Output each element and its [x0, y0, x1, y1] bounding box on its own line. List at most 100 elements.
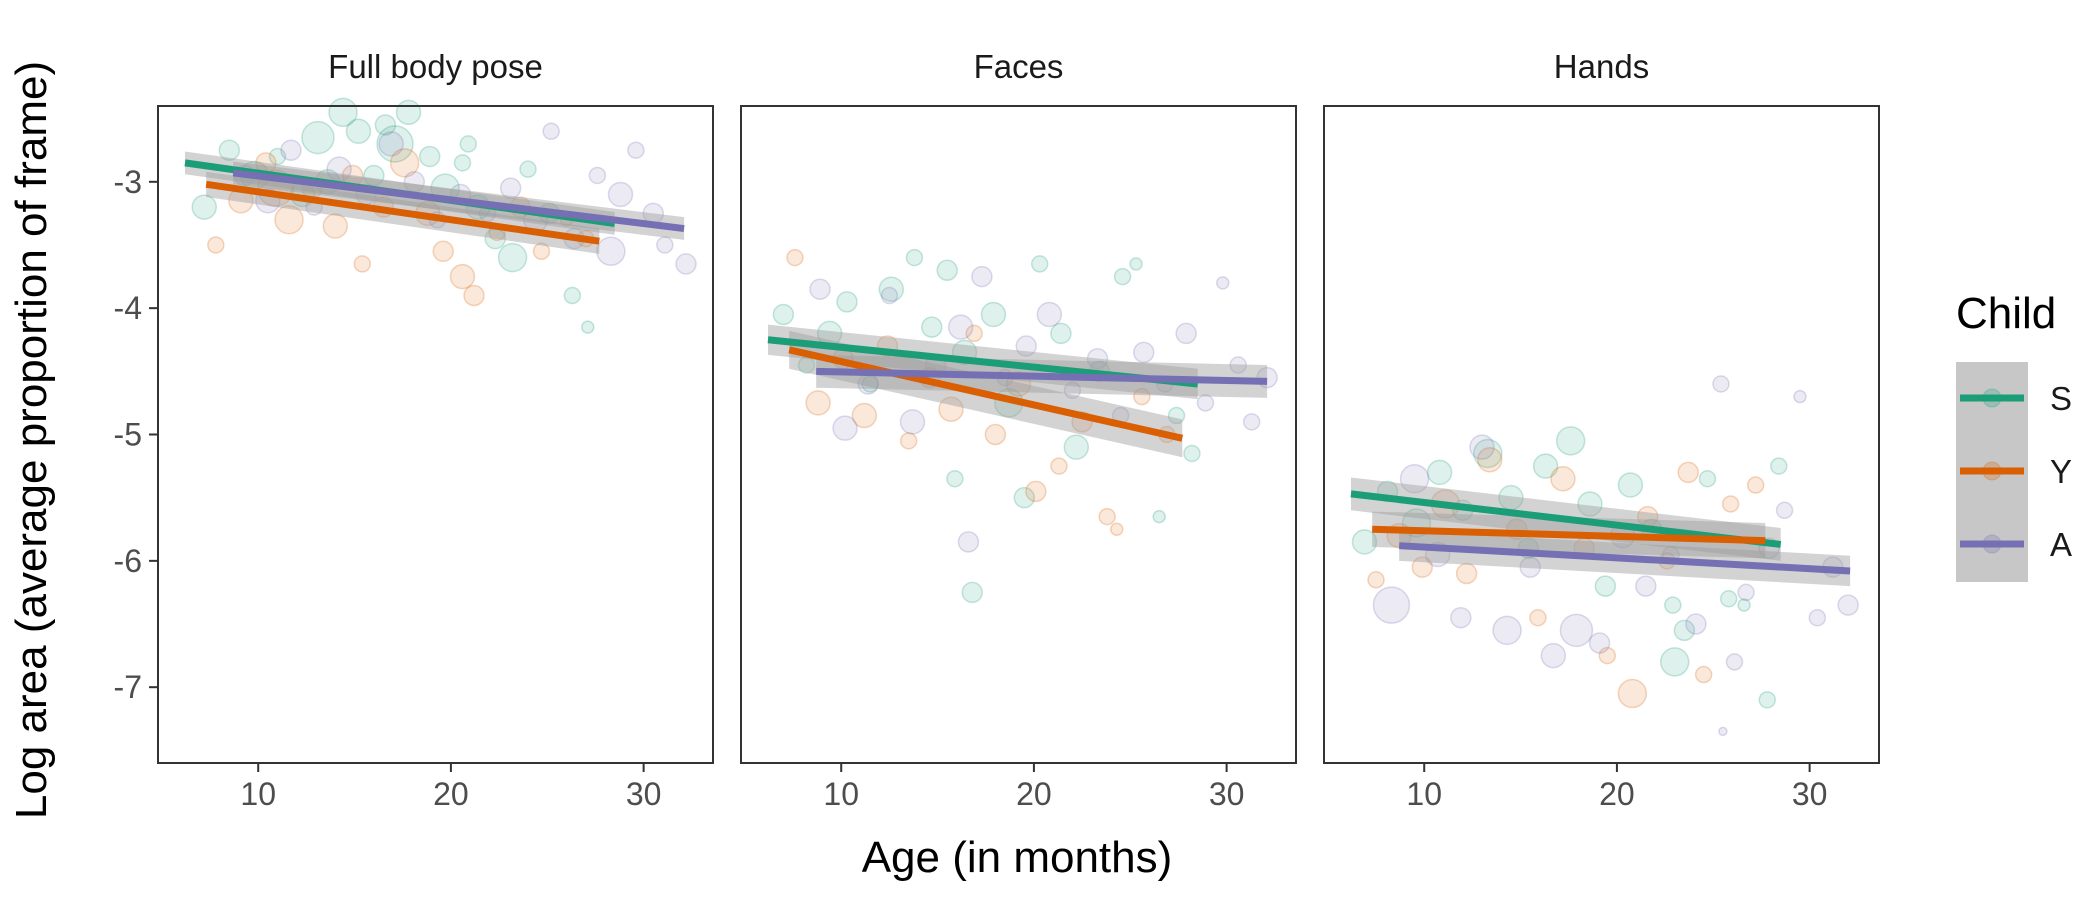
data-point-a: [971, 265, 993, 288]
data-point-a: [1635, 575, 1657, 597]
panel-2: Faces 10 20 30: [740, 48, 1297, 812]
data-point-y: [1133, 387, 1151, 406]
data-point-s: [1113, 267, 1132, 286]
data-point-s: [301, 120, 335, 155]
data-point-s: [376, 125, 414, 163]
data-point-y: [1050, 457, 1068, 475]
x-tick-label: 20: [1016, 776, 1052, 812]
data-point-a: [1242, 413, 1261, 431]
x-tick-label: 30: [626, 776, 662, 812]
data-point-y: [207, 236, 225, 254]
data-point-s: [580, 320, 595, 334]
data-point-a: [1793, 389, 1807, 404]
data-point-s: [1719, 590, 1738, 608]
data-point-a: [1775, 501, 1794, 520]
data-point-y: [322, 213, 349, 239]
panels-layer: Full body pose 10 20 30 -3 -4 -5 -6 -7 Faces 10 20 3…: [114, 48, 1880, 812]
data-point-a: [1229, 356, 1247, 374]
data-point-y: [353, 255, 372, 273]
x-tick-label: 10: [823, 776, 859, 812]
data-point-s: [1152, 509, 1166, 524]
data-point-s: [459, 135, 478, 153]
data-point-s: [1659, 647, 1690, 677]
data-point-a: [1519, 556, 1541, 578]
data-point-a: [378, 131, 404, 157]
data-point-y: [1721, 495, 1740, 513]
data-point-s: [453, 154, 472, 172]
y-tick-label: -3: [114, 164, 142, 200]
data-point-s: [395, 99, 422, 126]
legend-label-y: Y: [2050, 453, 2072, 490]
data-point-y: [1598, 646, 1617, 665]
data-point-s: [1758, 691, 1776, 709]
y-axis-title: Log area (average proportion of frame): [7, 61, 56, 819]
data-point-s: [1577, 491, 1603, 517]
data-point-s: [1183, 444, 1201, 463]
data-point-s: [980, 301, 1007, 328]
data-point-a: [1086, 347, 1109, 370]
data-point-s: [772, 303, 795, 326]
data-point-s: [1129, 257, 1143, 271]
data-point-a: [675, 253, 697, 275]
data-point-s: [1030, 255, 1049, 273]
data-point-s: [836, 291, 858, 313]
data-point-y: [1476, 447, 1503, 473]
data-point-s: [1594, 575, 1617, 597]
data-point-y: [1550, 465, 1576, 492]
data-point-s: [363, 164, 385, 187]
data-point-a: [656, 236, 674, 254]
data-point-a: [1725, 653, 1744, 671]
data-point-y: [984, 423, 1007, 446]
x-tick-label: 20: [433, 776, 469, 812]
legend-label-a: A: [2050, 526, 2072, 563]
data-point-a: [1808, 608, 1827, 627]
data-point-a: [1216, 276, 1230, 290]
legend-label-s: S: [2050, 380, 2072, 417]
data-point-a: [627, 141, 645, 159]
data-point-y: [1746, 476, 1765, 494]
data-point-s: [1063, 434, 1090, 460]
data-point-a: [542, 122, 560, 141]
data-point-a: [1492, 615, 1522, 646]
data-point-y: [449, 263, 476, 290]
data-point-a: [1540, 642, 1567, 669]
legend-title: Child: [1956, 289, 2056, 338]
data-point-s: [1555, 426, 1586, 456]
data-point-a: [1015, 335, 1037, 357]
data-point-s: [1013, 486, 1036, 509]
data-point-a: [947, 314, 974, 340]
data-point-s: [497, 242, 528, 273]
data-point-a: [1036, 301, 1063, 328]
data-point-y: [938, 396, 964, 422]
data-point-a: [1469, 434, 1495, 460]
data-point-s: [946, 469, 964, 488]
data-point-s: [1473, 438, 1503, 469]
panel-title: Hands: [1554, 48, 1649, 85]
data-point-a: [832, 415, 858, 441]
data-point-s: [1673, 619, 1696, 642]
data-point-y: [1455, 562, 1478, 585]
data-point-a: [957, 531, 980, 553]
x-tick-label: 30: [1792, 776, 1828, 812]
data-point-y: [1617, 678, 1648, 709]
data-point-s: [905, 248, 924, 267]
data-point-s: [1698, 469, 1717, 488]
data-point-a: [1559, 613, 1594, 648]
legend: Child SYA: [1956, 289, 2072, 582]
data-point-y: [805, 390, 831, 416]
data-point-a: [596, 236, 626, 267]
data-point-s: [1617, 472, 1644, 498]
data-point-a: [1196, 394, 1215, 412]
data-point-a: [1588, 632, 1611, 654]
data-point-y: [1025, 480, 1047, 503]
data-point-a: [280, 139, 302, 161]
y-tick-label: -5: [114, 417, 142, 453]
data-point-a: [1450, 606, 1472, 629]
data-point-a: [1063, 381, 1082, 400]
data-point-s: [345, 118, 372, 145]
trend-line-a: [1398, 542, 1851, 575]
data-point-a: [1133, 341, 1155, 364]
data-point-s: [961, 581, 983, 604]
data-point-y: [274, 204, 304, 235]
